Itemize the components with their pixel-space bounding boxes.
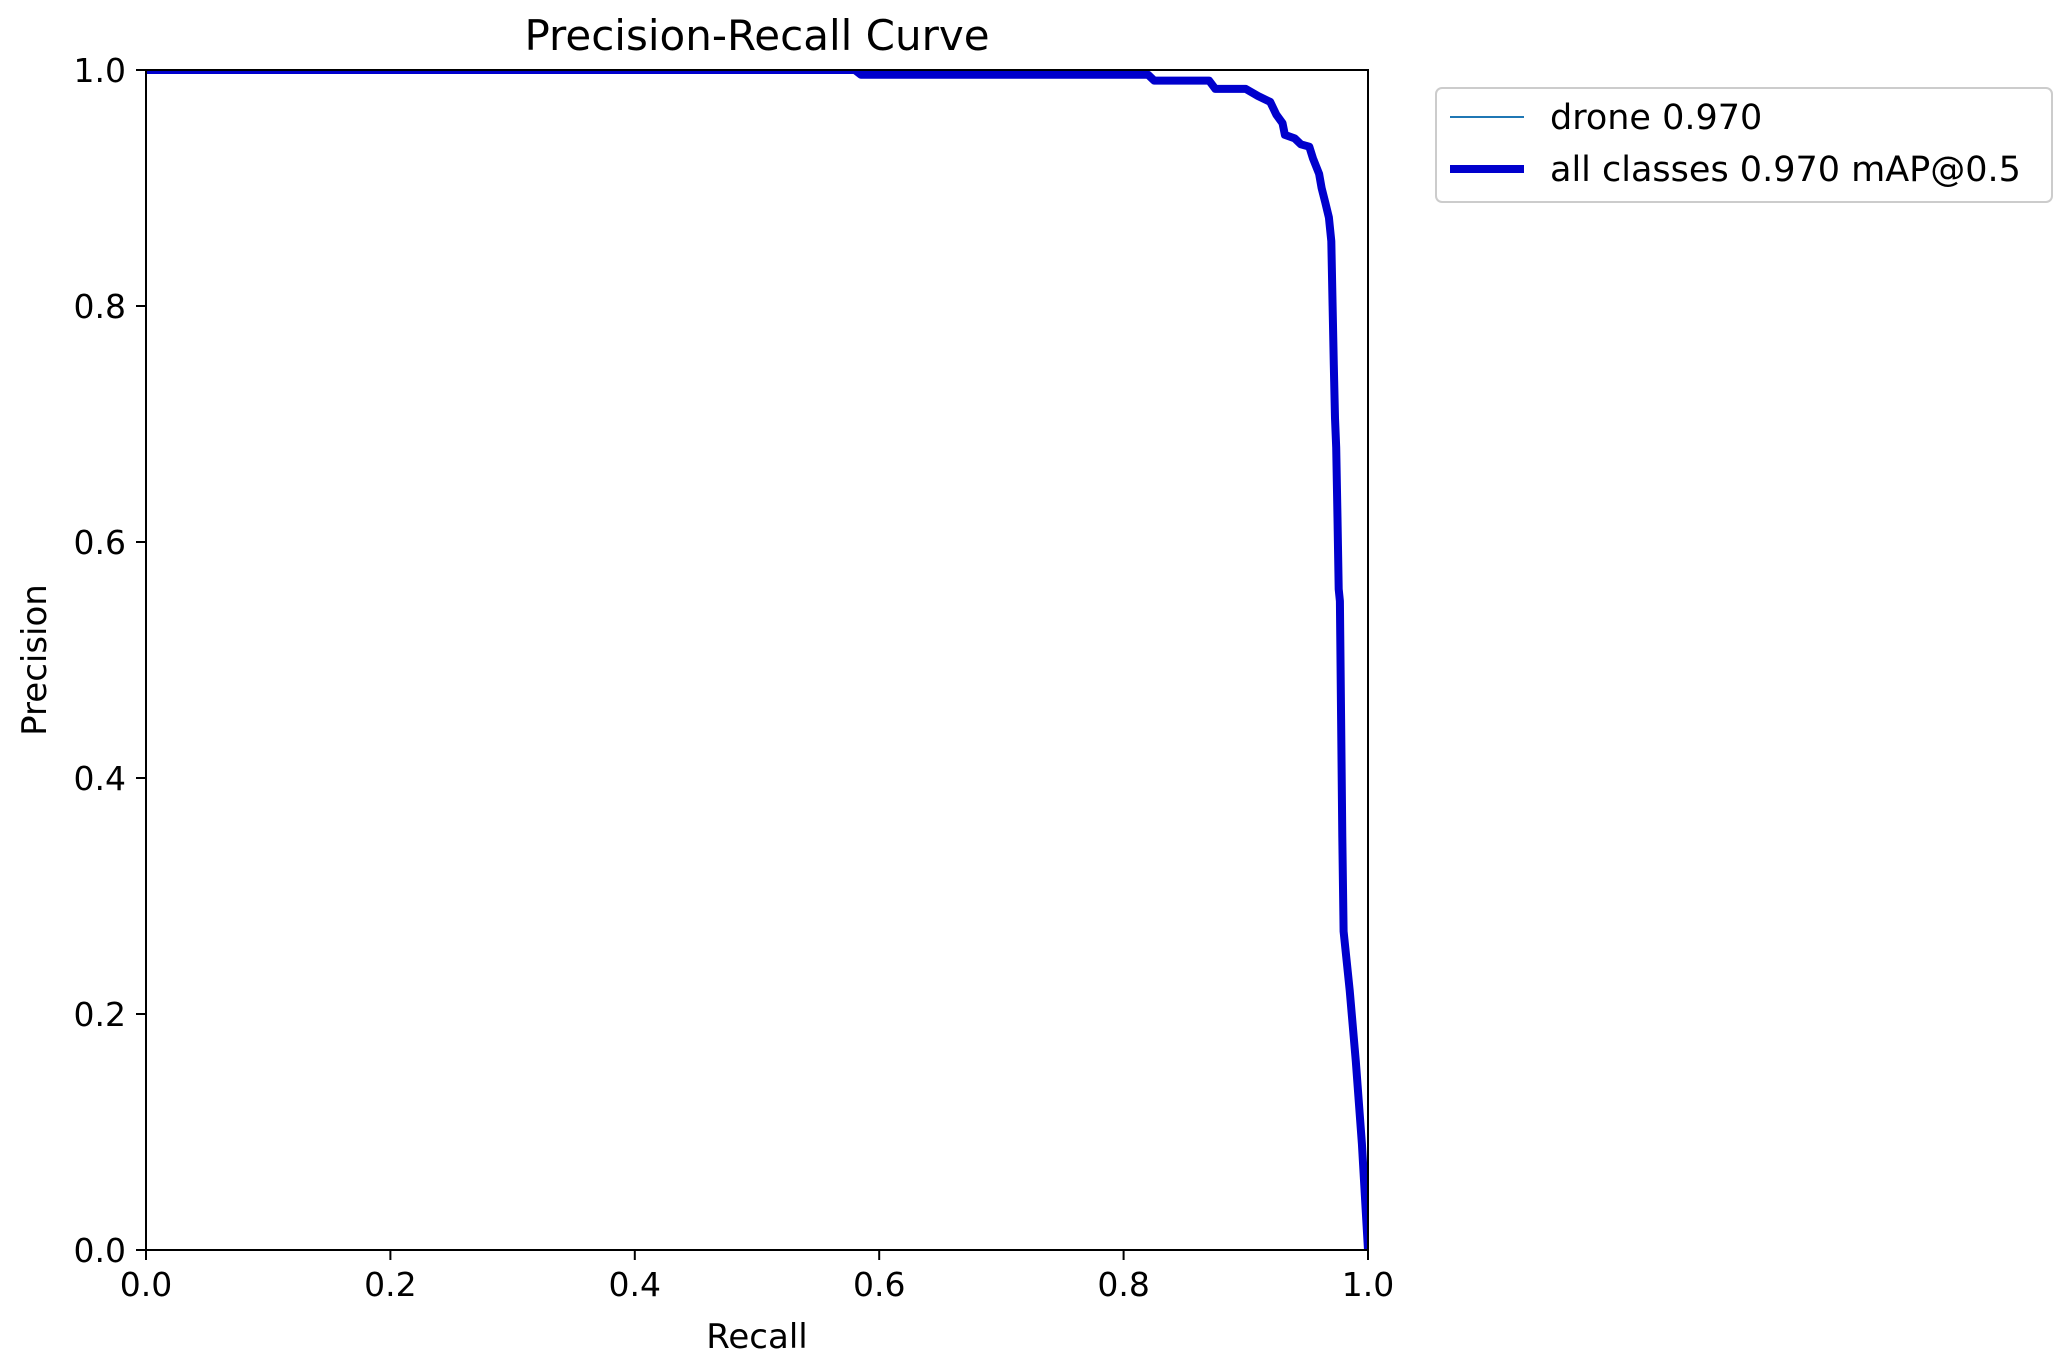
- y-tick-label: 0.8: [74, 287, 126, 326]
- legend: drone 0.970 all classes 0.970 mAP@0.5: [1435, 87, 2053, 203]
- legend-entries: drone 0.970 all classes 0.970 mAP@0.5: [1450, 98, 2021, 190]
- legend-label: all classes 0.970 mAP@0.5: [1550, 150, 2021, 190]
- x-tick-label: 0.0: [120, 1265, 172, 1304]
- y-tick-label: 0.2: [74, 995, 126, 1034]
- x-axis-label: Recall: [706, 1317, 807, 1357]
- x-tick-label: 1.0: [1342, 1265, 1394, 1304]
- plot-frame: [145, 69, 1369, 1251]
- x-tick-label: 0.2: [364, 1265, 416, 1304]
- y-axis: 0.0 0.2 0.4 0.6 0.8 1.0: [74, 51, 146, 1270]
- x-tick-label: 0.8: [1097, 1265, 1149, 1304]
- legend-box: [1435, 87, 2053, 203]
- x-tick-label: 0.6: [853, 1265, 905, 1304]
- series-layer: [146, 70, 1368, 1250]
- y-tick-label: 0.0: [74, 1231, 126, 1270]
- y-axis-label: Precision: [15, 584, 55, 736]
- x-axis: 0.0 0.2 0.4 0.6 0.8 1.0: [120, 1250, 1394, 1304]
- series-line-all-classes: [146, 70, 1368, 1250]
- chart-title: Precision-Recall Curve: [524, 11, 989, 60]
- y-tick-label: 0.6: [74, 523, 126, 562]
- plot-area: [145, 69, 1369, 1251]
- y-tick-label: 1.0: [74, 51, 126, 90]
- x-tick-label: 0.4: [609, 1265, 661, 1304]
- legend-label: drone 0.970: [1550, 98, 1762, 138]
- y-tick-label: 0.4: [74, 759, 126, 798]
